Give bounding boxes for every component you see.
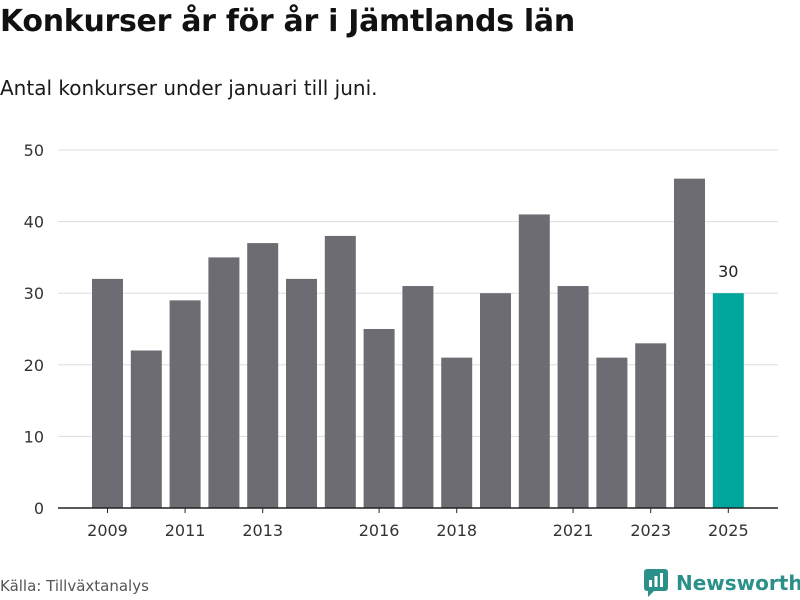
y-tick-label: 0 (34, 499, 44, 518)
bar-2021 (557, 286, 589, 508)
bar-chart: 0 10 20 30 40 50 2009 2011 2013 2016 2018 2021 2023 2… (24, 141, 778, 540)
brand-name: Newsworthy (676, 571, 800, 595)
x-tick-label: 2009 (87, 521, 128, 540)
x-tick-label: 2018 (436, 521, 477, 540)
bar-2017 (402, 286, 434, 508)
bar-2024 (674, 178, 705, 508)
brand-logo: Newsworthy (644, 569, 800, 597)
chart-title: Konkurser år för år i Jämtlands län (0, 4, 575, 39)
y-tick-label: 10 (24, 427, 44, 446)
bar-2020 (518, 214, 550, 508)
data-label: 30 (718, 262, 738, 281)
bar-2023 (635, 343, 667, 508)
chart-subtitle: Antal konkurser under januari till juni. (0, 76, 378, 100)
source-note: Källa: Tillväxtanalys (0, 577, 149, 595)
bar-2015 (324, 235, 356, 509)
x-tick-label: 2016 (359, 521, 400, 540)
x-tick-label: 2021 (553, 521, 594, 540)
x-tick-label: 2011 (165, 521, 206, 540)
bar-2013 (247, 243, 279, 508)
bar-2014 (286, 278, 317, 508)
bar-2025 (712, 293, 744, 508)
y-tick-label: 50 (24, 141, 44, 160)
bar-2011 (169, 300, 201, 508)
bar-2022 (596, 357, 628, 508)
bar-2010 (130, 350, 162, 508)
bar-2016 (363, 329, 395, 508)
y-tick-label: 30 (24, 284, 44, 303)
x-tick-label: 2013 (242, 521, 283, 540)
bar-2019 (480, 293, 511, 508)
bar-2012 (208, 257, 240, 508)
x-tick-label: 2023 (630, 521, 671, 540)
x-tick-label: 2025 (708, 521, 749, 540)
bar-2009 (92, 278, 123, 508)
y-tick-label: 20 (24, 356, 44, 375)
y-tick-label: 40 (24, 213, 44, 232)
bar-2018 (441, 357, 473, 508)
newsworthy-chart-logo-icon (644, 569, 668, 597)
